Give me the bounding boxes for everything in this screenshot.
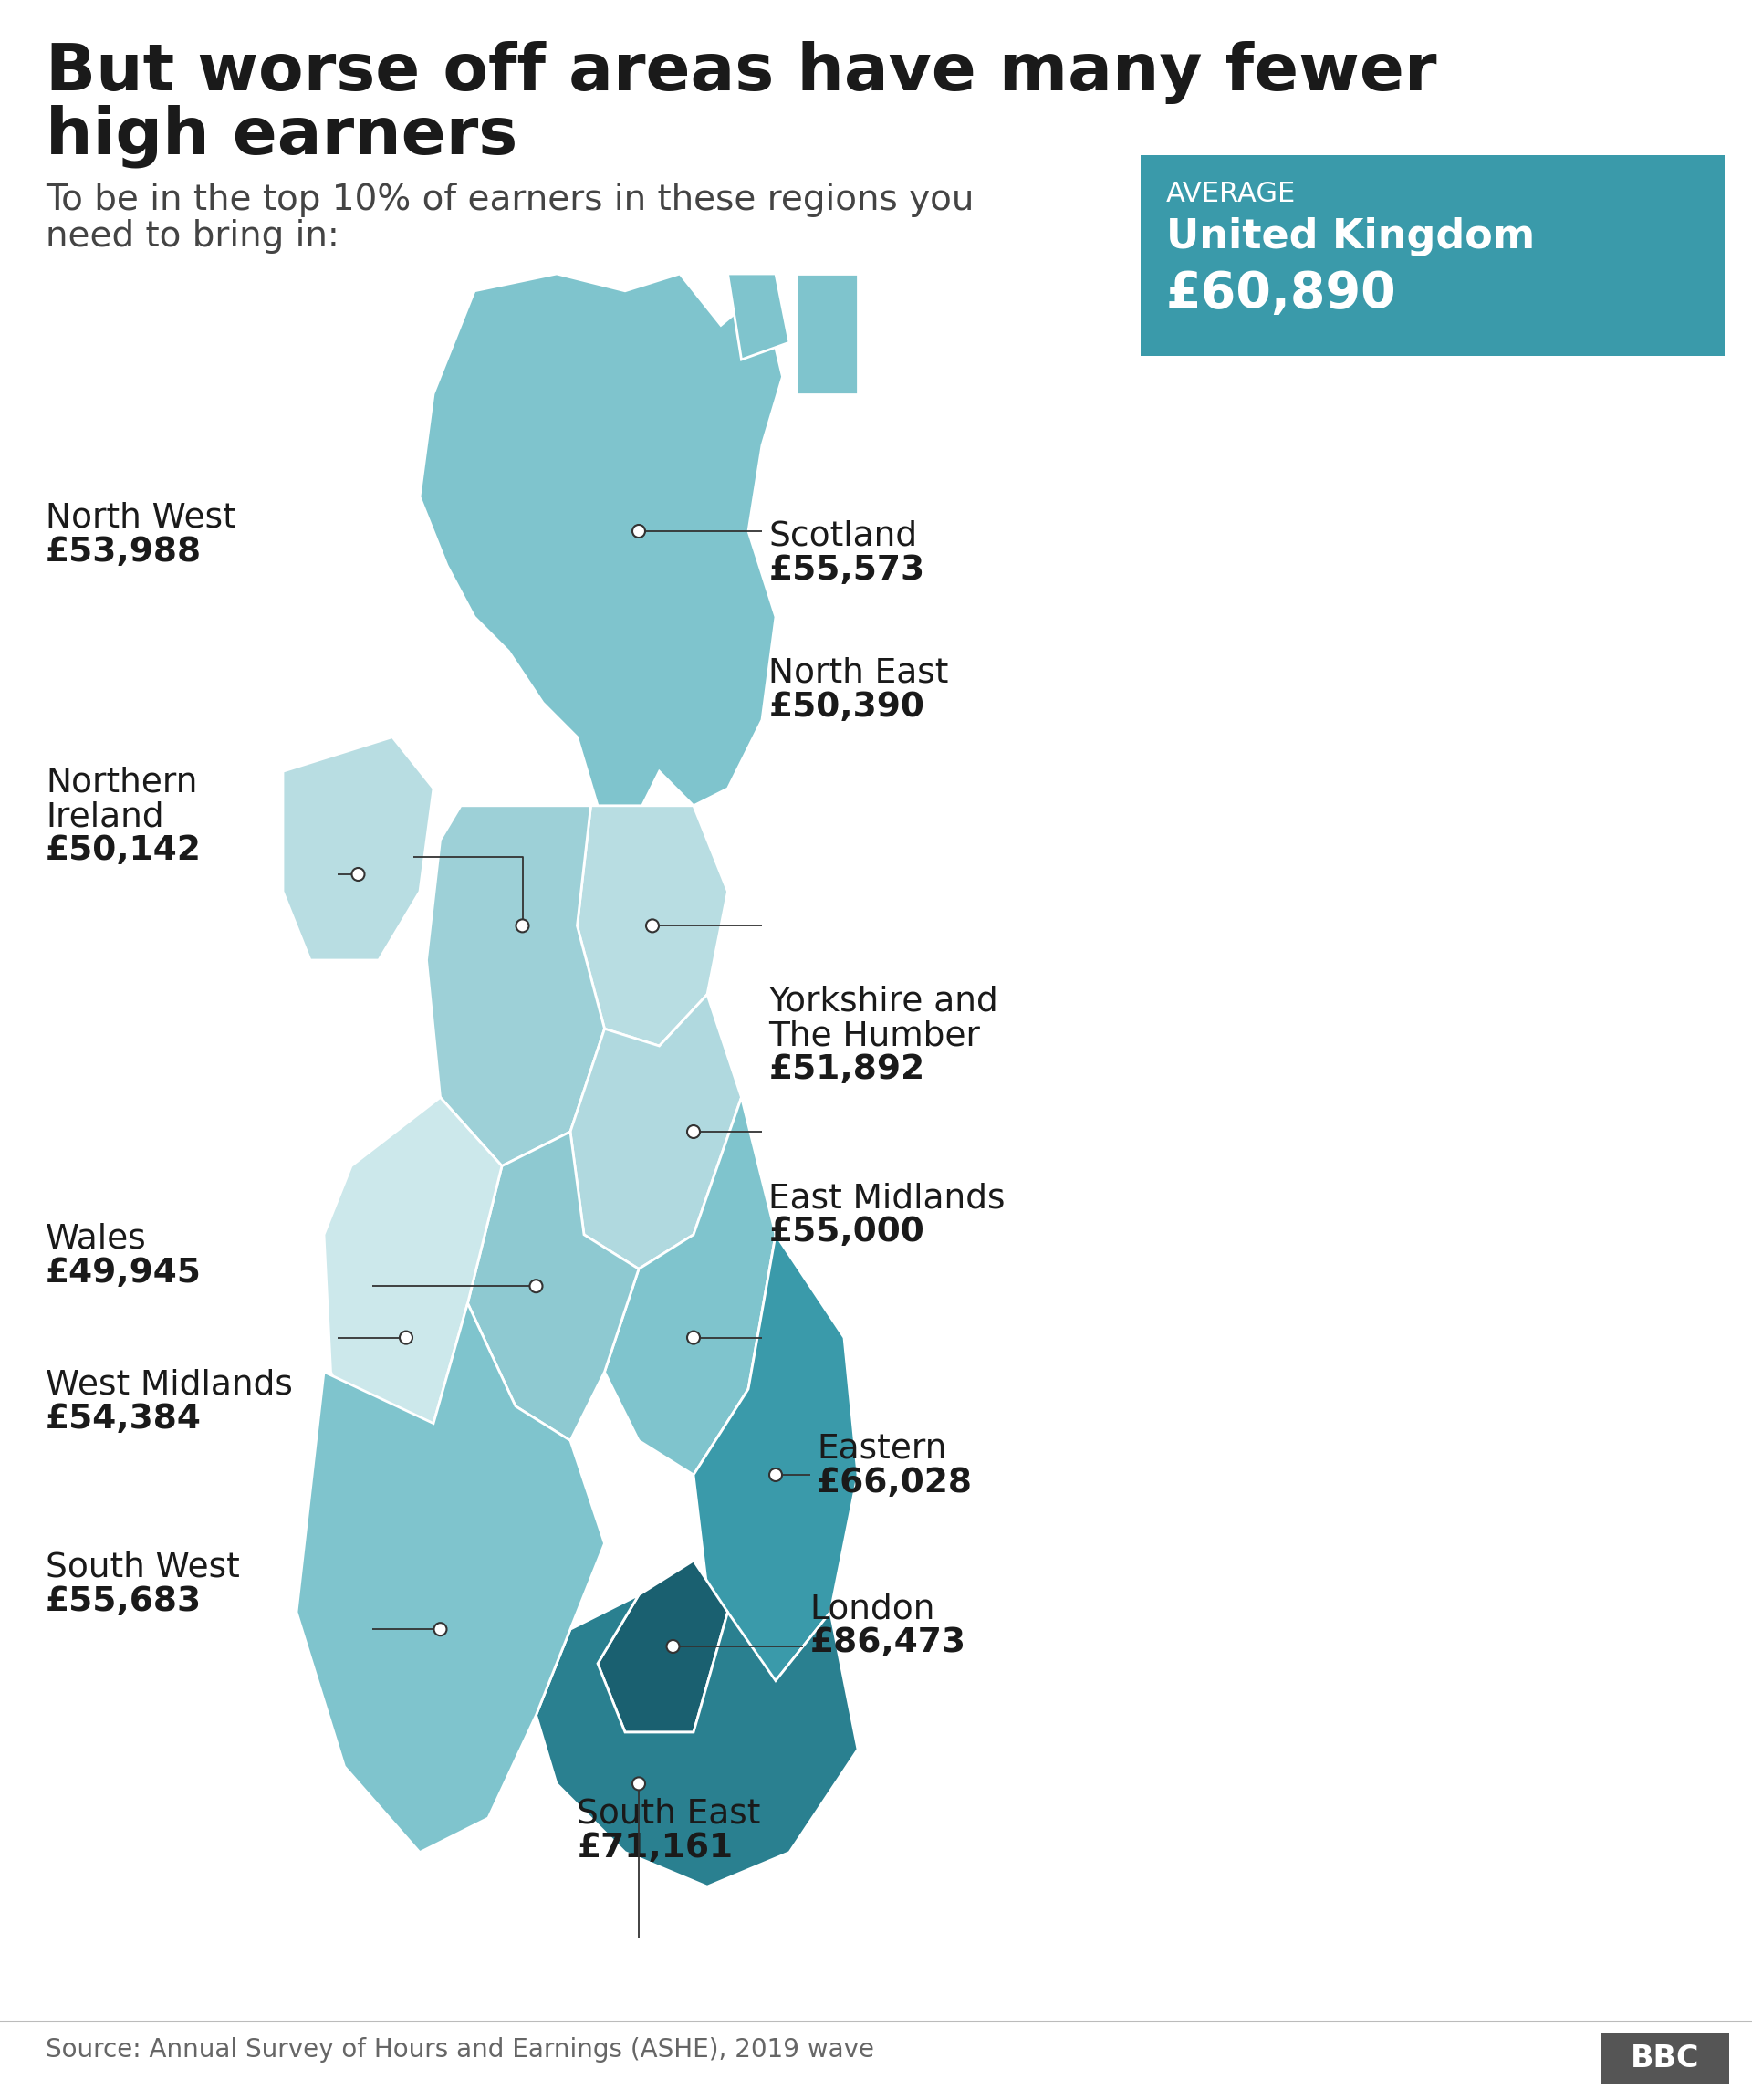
Text: £71,161: £71,161	[576, 1831, 734, 1865]
Circle shape	[632, 525, 645, 538]
Polygon shape	[694, 1235, 858, 1680]
Text: £55,573: £55,573	[769, 554, 925, 586]
Polygon shape	[571, 995, 741, 1268]
Text: £54,384: £54,384	[46, 1403, 201, 1436]
Text: £50,142: £50,142	[46, 834, 201, 867]
Text: need to bring in:: need to bring in:	[46, 218, 340, 254]
Circle shape	[434, 1623, 447, 1636]
Text: Yorkshire and: Yorkshire and	[769, 985, 999, 1018]
Text: £66,028: £66,028	[816, 1466, 972, 1499]
Text: Northern: Northern	[46, 766, 198, 800]
Text: £55,000: £55,000	[769, 1216, 925, 1250]
Text: Ireland: Ireland	[46, 800, 165, 834]
Circle shape	[632, 1777, 645, 1789]
Text: Wales: Wales	[46, 1222, 147, 1256]
Text: £49,945: £49,945	[46, 1256, 201, 1289]
Polygon shape	[468, 1132, 639, 1441]
Text: To be in the top 10% of earners in these regions you: To be in the top 10% of earners in these…	[46, 183, 974, 216]
Circle shape	[666, 1640, 680, 1653]
Circle shape	[646, 920, 659, 932]
Polygon shape	[420, 273, 783, 840]
Text: £60,890: £60,890	[1167, 269, 1396, 319]
Circle shape	[529, 1279, 543, 1292]
Polygon shape	[576, 806, 727, 1046]
Circle shape	[687, 1126, 699, 1138]
Text: Scotland: Scotland	[769, 521, 918, 552]
Polygon shape	[727, 273, 790, 359]
Polygon shape	[597, 1560, 727, 1732]
Circle shape	[769, 1468, 781, 1480]
Circle shape	[399, 1331, 412, 1344]
Circle shape	[352, 867, 364, 880]
Polygon shape	[536, 1594, 858, 1886]
Text: Source: Annual Survey of Hours and Earnings (ASHE), 2019 wave: Source: Annual Survey of Hours and Earni…	[46, 2037, 874, 2062]
Text: South West: South West	[46, 1552, 240, 1583]
Circle shape	[687, 1331, 699, 1344]
Polygon shape	[282, 737, 433, 960]
FancyBboxPatch shape	[1601, 2033, 1729, 2083]
Text: £50,390: £50,390	[769, 691, 925, 724]
Text: £51,892: £51,892	[769, 1054, 925, 1086]
Text: AVERAGE: AVERAGE	[1167, 181, 1296, 208]
FancyBboxPatch shape	[1141, 155, 1724, 355]
Text: The Humber: The Humber	[769, 1018, 981, 1052]
Polygon shape	[324, 1098, 501, 1474]
Text: North East: North East	[769, 657, 950, 691]
Text: Eastern: Eastern	[816, 1432, 946, 1466]
Text: North West: North West	[46, 502, 237, 536]
Text: South East: South East	[576, 1798, 760, 1831]
Polygon shape	[296, 1304, 604, 1852]
Text: United Kingdom: United Kingdom	[1167, 216, 1535, 256]
Polygon shape	[795, 273, 858, 395]
Text: high earners: high earners	[46, 105, 517, 168]
Circle shape	[517, 920, 529, 932]
Text: BBC: BBC	[1631, 2043, 1699, 2073]
Polygon shape	[604, 1098, 776, 1474]
Text: East Midlands: East Midlands	[769, 1182, 1006, 1214]
Text: But worse off areas have many fewer: But worse off areas have many fewer	[46, 42, 1437, 105]
Text: London: London	[809, 1592, 936, 1625]
Polygon shape	[426, 806, 604, 1166]
Text: £53,988: £53,988	[46, 536, 201, 569]
Text: £86,473: £86,473	[809, 1625, 965, 1659]
Text: £55,683: £55,683	[46, 1586, 201, 1619]
Text: West Midlands: West Midlands	[46, 1369, 293, 1403]
